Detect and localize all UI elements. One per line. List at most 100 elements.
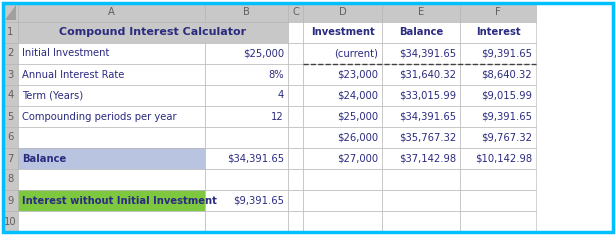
Text: $23,000: $23,000 (337, 69, 378, 79)
Text: Term (Years): Term (Years) (22, 90, 83, 101)
Bar (460, 64, 536, 85)
Bar (303, 85, 382, 106)
Bar (382, 169, 460, 190)
Text: Investment: Investment (310, 27, 375, 37)
Text: $37,142.98: $37,142.98 (399, 154, 456, 164)
Bar (460, 190, 536, 211)
Text: $27,000: $27,000 (337, 154, 378, 164)
Bar (460, 169, 536, 190)
Bar (382, 64, 460, 85)
Text: Interest without Initial Investment: Interest without Initial Investment (22, 196, 217, 206)
Bar (288, 169, 303, 190)
Bar (303, 106, 382, 127)
Bar (18, 3, 205, 22)
Bar (18, 211, 205, 232)
Text: $9,391.65: $9,391.65 (481, 112, 532, 122)
Text: $34,391.65: $34,391.65 (399, 49, 456, 59)
Text: E: E (418, 8, 424, 17)
Text: Compounding periods per year: Compounding periods per year (22, 112, 177, 122)
Bar (18, 127, 205, 148)
Bar (18, 190, 205, 211)
Text: Balance: Balance (22, 154, 67, 164)
Bar (460, 43, 536, 64)
Bar (460, 148, 536, 169)
Bar (205, 190, 288, 211)
Text: $9,015.99: $9,015.99 (481, 90, 532, 101)
Bar (288, 127, 303, 148)
Bar (460, 106, 536, 127)
Bar (3, 127, 18, 148)
Bar (382, 190, 460, 211)
Text: $26,000: $26,000 (337, 132, 378, 142)
Bar (205, 148, 288, 169)
Bar (3, 22, 18, 43)
Bar (288, 43, 303, 64)
Bar (3, 190, 18, 211)
Bar (288, 106, 303, 127)
Text: B: B (243, 8, 250, 17)
Bar (303, 43, 382, 64)
Text: $35,767.32: $35,767.32 (399, 132, 456, 142)
Bar (382, 22, 460, 43)
Bar (382, 43, 460, 64)
Text: $31,640.32: $31,640.32 (399, 69, 456, 79)
Bar (18, 148, 205, 169)
Text: $24,000: $24,000 (337, 90, 378, 101)
Text: 12: 12 (271, 112, 284, 122)
Bar (303, 190, 382, 211)
Bar (382, 3, 460, 22)
Bar (205, 64, 288, 85)
Bar (205, 211, 288, 232)
Bar (460, 211, 536, 232)
Bar (205, 3, 288, 22)
Bar (460, 22, 536, 43)
Polygon shape (5, 5, 16, 20)
Text: 9: 9 (7, 196, 14, 206)
Bar (303, 22, 382, 43)
Text: 3: 3 (7, 69, 14, 79)
Text: 5: 5 (7, 112, 14, 122)
Bar (382, 211, 460, 232)
Bar (18, 64, 205, 85)
Bar (205, 85, 288, 106)
Bar (382, 127, 460, 148)
Bar (288, 190, 303, 211)
Text: $9,391.65: $9,391.65 (233, 196, 284, 206)
Bar (303, 211, 382, 232)
Text: 4: 4 (7, 90, 14, 101)
Bar (303, 148, 382, 169)
Text: D: D (339, 8, 346, 17)
Text: $34,391.65: $34,391.65 (227, 154, 284, 164)
Text: 4: 4 (278, 90, 284, 101)
Bar (3, 169, 18, 190)
Bar (18, 85, 205, 106)
Bar (205, 106, 288, 127)
Bar (288, 64, 303, 85)
Bar (288, 3, 303, 22)
Bar (3, 85, 18, 106)
Text: $25,000: $25,000 (337, 112, 378, 122)
Text: 1: 1 (7, 27, 14, 37)
Text: (current): (current) (334, 49, 378, 59)
Bar (18, 43, 205, 64)
Bar (303, 64, 382, 85)
Bar (382, 148, 460, 169)
Bar (3, 211, 18, 232)
Text: $9,391.65: $9,391.65 (481, 49, 532, 59)
Bar (3, 64, 18, 85)
Bar (288, 22, 303, 43)
Text: A: A (108, 8, 115, 17)
Text: $9,767.32: $9,767.32 (481, 132, 532, 142)
Text: $33,015.99: $33,015.99 (399, 90, 456, 101)
Text: 6: 6 (7, 132, 14, 142)
Bar (288, 211, 303, 232)
Text: $25,000: $25,000 (243, 49, 284, 59)
Text: 10: 10 (4, 217, 17, 226)
Bar (205, 43, 288, 64)
Text: 2: 2 (7, 49, 14, 59)
Text: 8%: 8% (269, 69, 284, 79)
Bar (205, 169, 288, 190)
Text: 7: 7 (7, 154, 14, 164)
Bar (3, 106, 18, 127)
Text: $10,142.98: $10,142.98 (475, 154, 532, 164)
